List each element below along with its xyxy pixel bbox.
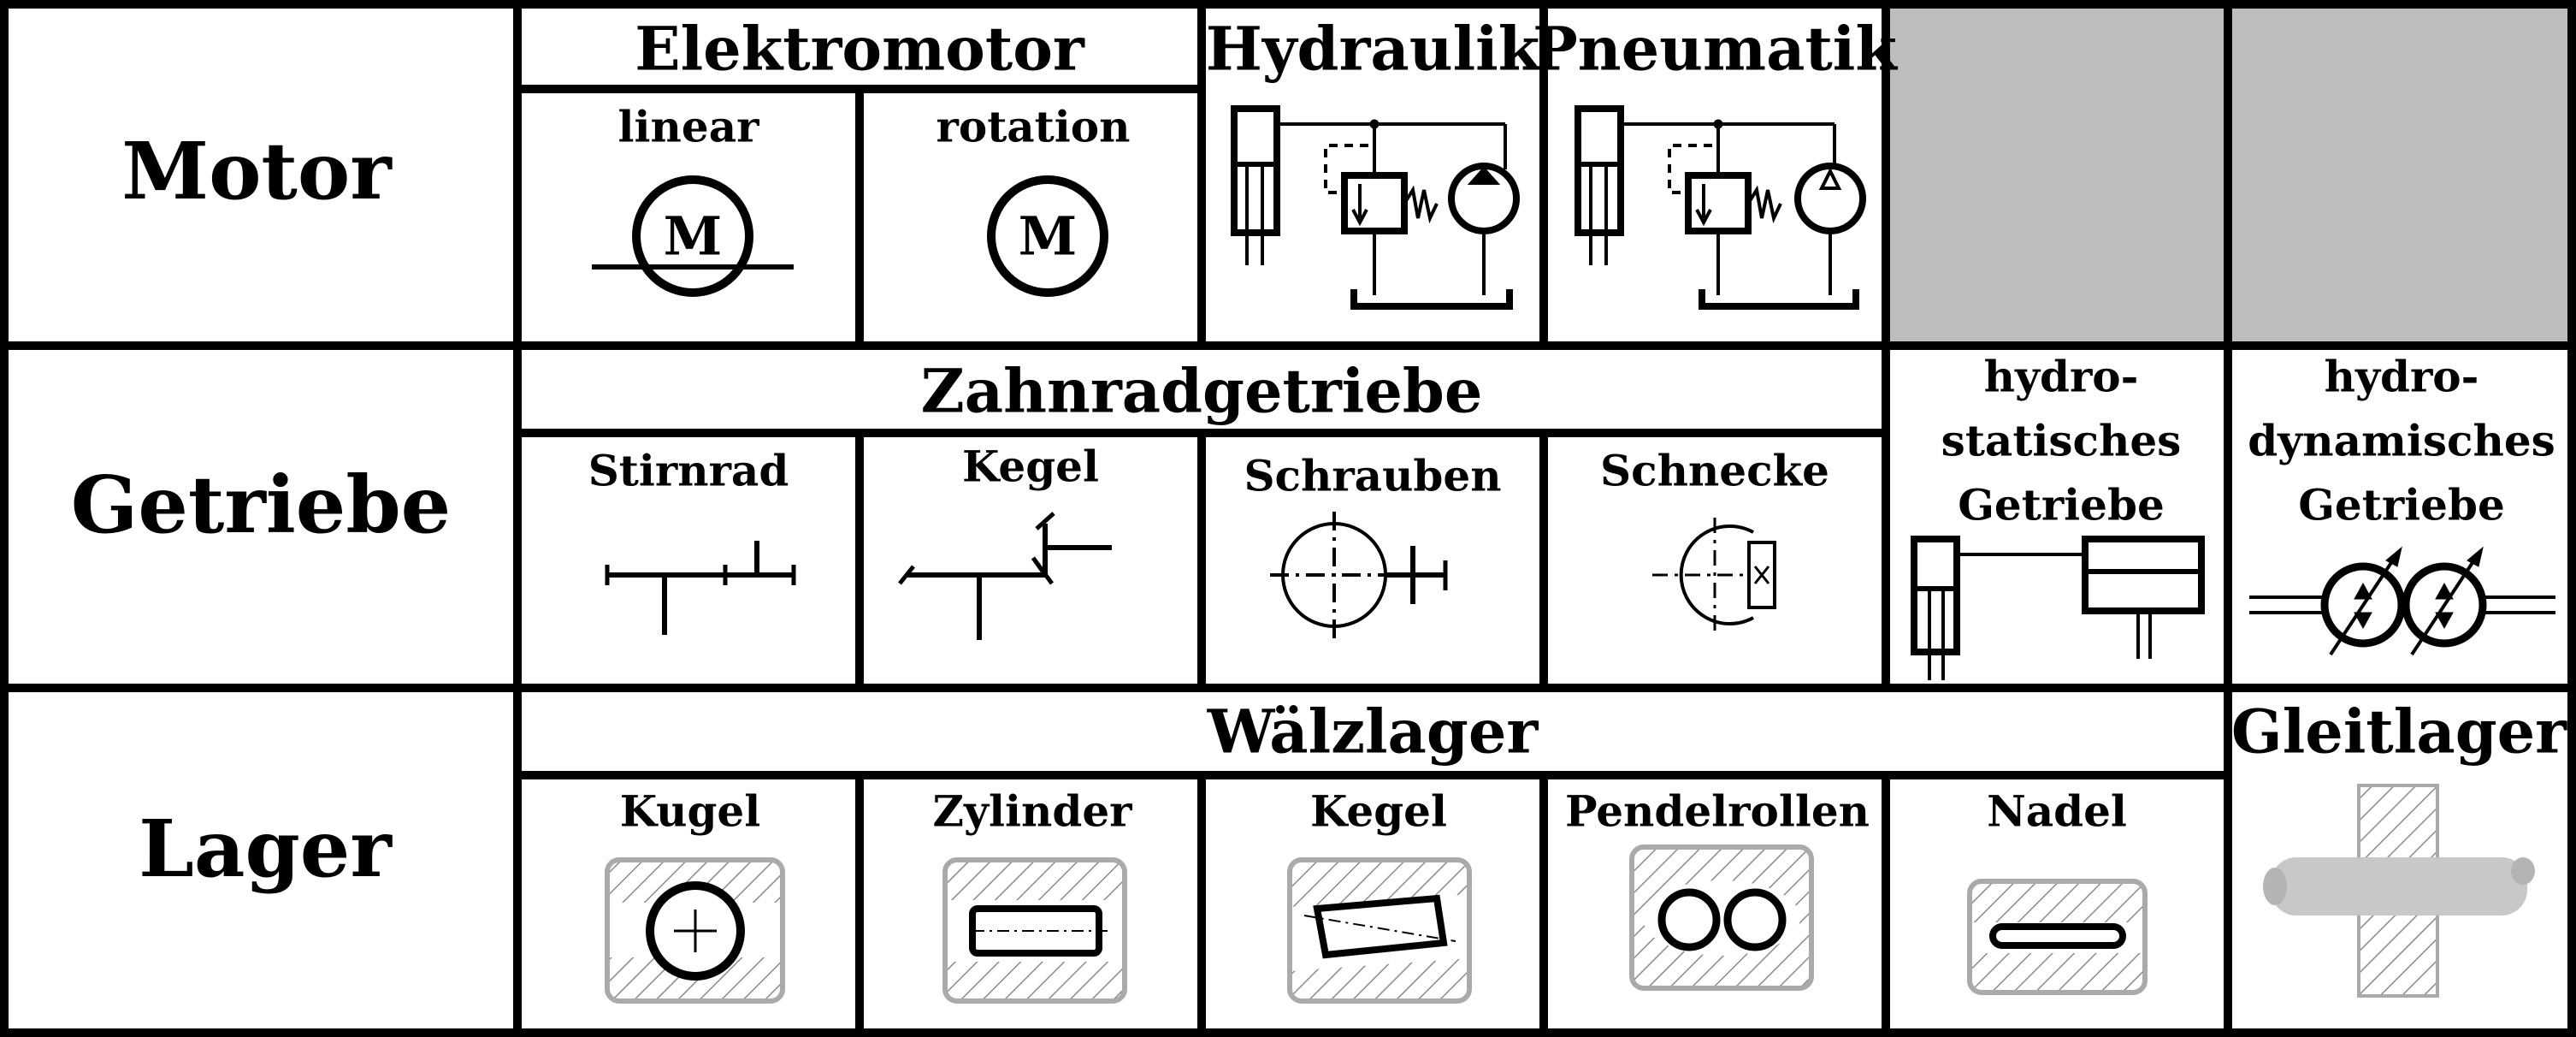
label-hydrodynamisch-3: Getriebe — [2298, 480, 2505, 530]
stirnrad-symbol — [605, 541, 796, 635]
hydraulik-symbol — [1231, 105, 1520, 310]
zylinderrollenlager-symbol — [942, 857, 1127, 1004]
row-label-motor: Motor — [121, 125, 393, 217]
label-zylinder: Zylinder — [932, 786, 1132, 837]
kugellager-symbol — [605, 857, 785, 1004]
rotation-motor-symbol: M — [987, 175, 1108, 297]
label-gleitlager: Gleitlager — [2231, 696, 2567, 767]
motor-m-label: M — [1019, 205, 1078, 268]
row-label-lager: Lager — [139, 803, 393, 895]
schraubenrad-symbol — [1270, 512, 1448, 638]
group-label-elektromotor: Elektromotor — [635, 14, 1085, 85]
pneumatik-symbol — [1575, 105, 1866, 310]
label-hydrodynamisch-1: hydro- — [2325, 352, 2479, 402]
linear-motor-symbol: M — [592, 175, 794, 297]
nadellager-symbol — [1967, 879, 2148, 995]
hydrostatisch-symbol — [1911, 536, 2205, 680]
label-pneumatik: Pneumatik — [1533, 14, 1898, 85]
label-rotation: rotation — [936, 102, 1131, 152]
label-kugel: Kugel — [620, 786, 760, 837]
kegelrad-symbol — [898, 512, 1112, 640]
empty-cell-2 — [2232, 7, 2569, 342]
motor-m-label: M — [664, 205, 723, 268]
label-pendelrollen: Pendelrollen — [1565, 786, 1870, 837]
hydrodynamisch-symbol — [2249, 546, 2555, 656]
group-label-zahnradgetriebe: Zahnradgetriebe — [921, 356, 1483, 427]
kegelrollenlager-symbol — [1287, 857, 1472, 1004]
label-stirnrad: Stirnrad — [588, 446, 789, 496]
label-hydrostatisch-3: Getriebe — [1958, 480, 2165, 530]
label-hydrostatisch-2: statisches — [1941, 416, 2182, 466]
label-hydrostatisch-1: hydro- — [1984, 352, 2139, 402]
gleitlager-symbol — [2263, 784, 2535, 998]
group-label-waelzlager: Wälzlager — [1207, 696, 1539, 767]
label-kegel-lager: Kegel — [1310, 786, 1447, 837]
row-label-getriebe: Getriebe — [71, 459, 451, 551]
label-nadel: Nadel — [1987, 786, 2127, 837]
label-hydraulik: Hydraulik — [1206, 14, 1541, 85]
pendelrollenlager-symbol — [1629, 844, 1814, 991]
label-linear: linear — [618, 102, 760, 152]
label-kegel-getriebe: Kegel — [962, 441, 1099, 492]
empty-cell-1 — [1888, 7, 2224, 342]
schnecke-symbol — [1652, 518, 1776, 633]
label-schrauben: Schrauben — [1244, 451, 1501, 501]
label-schnecke: Schnecke — [1600, 446, 1829, 496]
label-hydrodynamisch-2: dynamisches — [2248, 416, 2555, 466]
